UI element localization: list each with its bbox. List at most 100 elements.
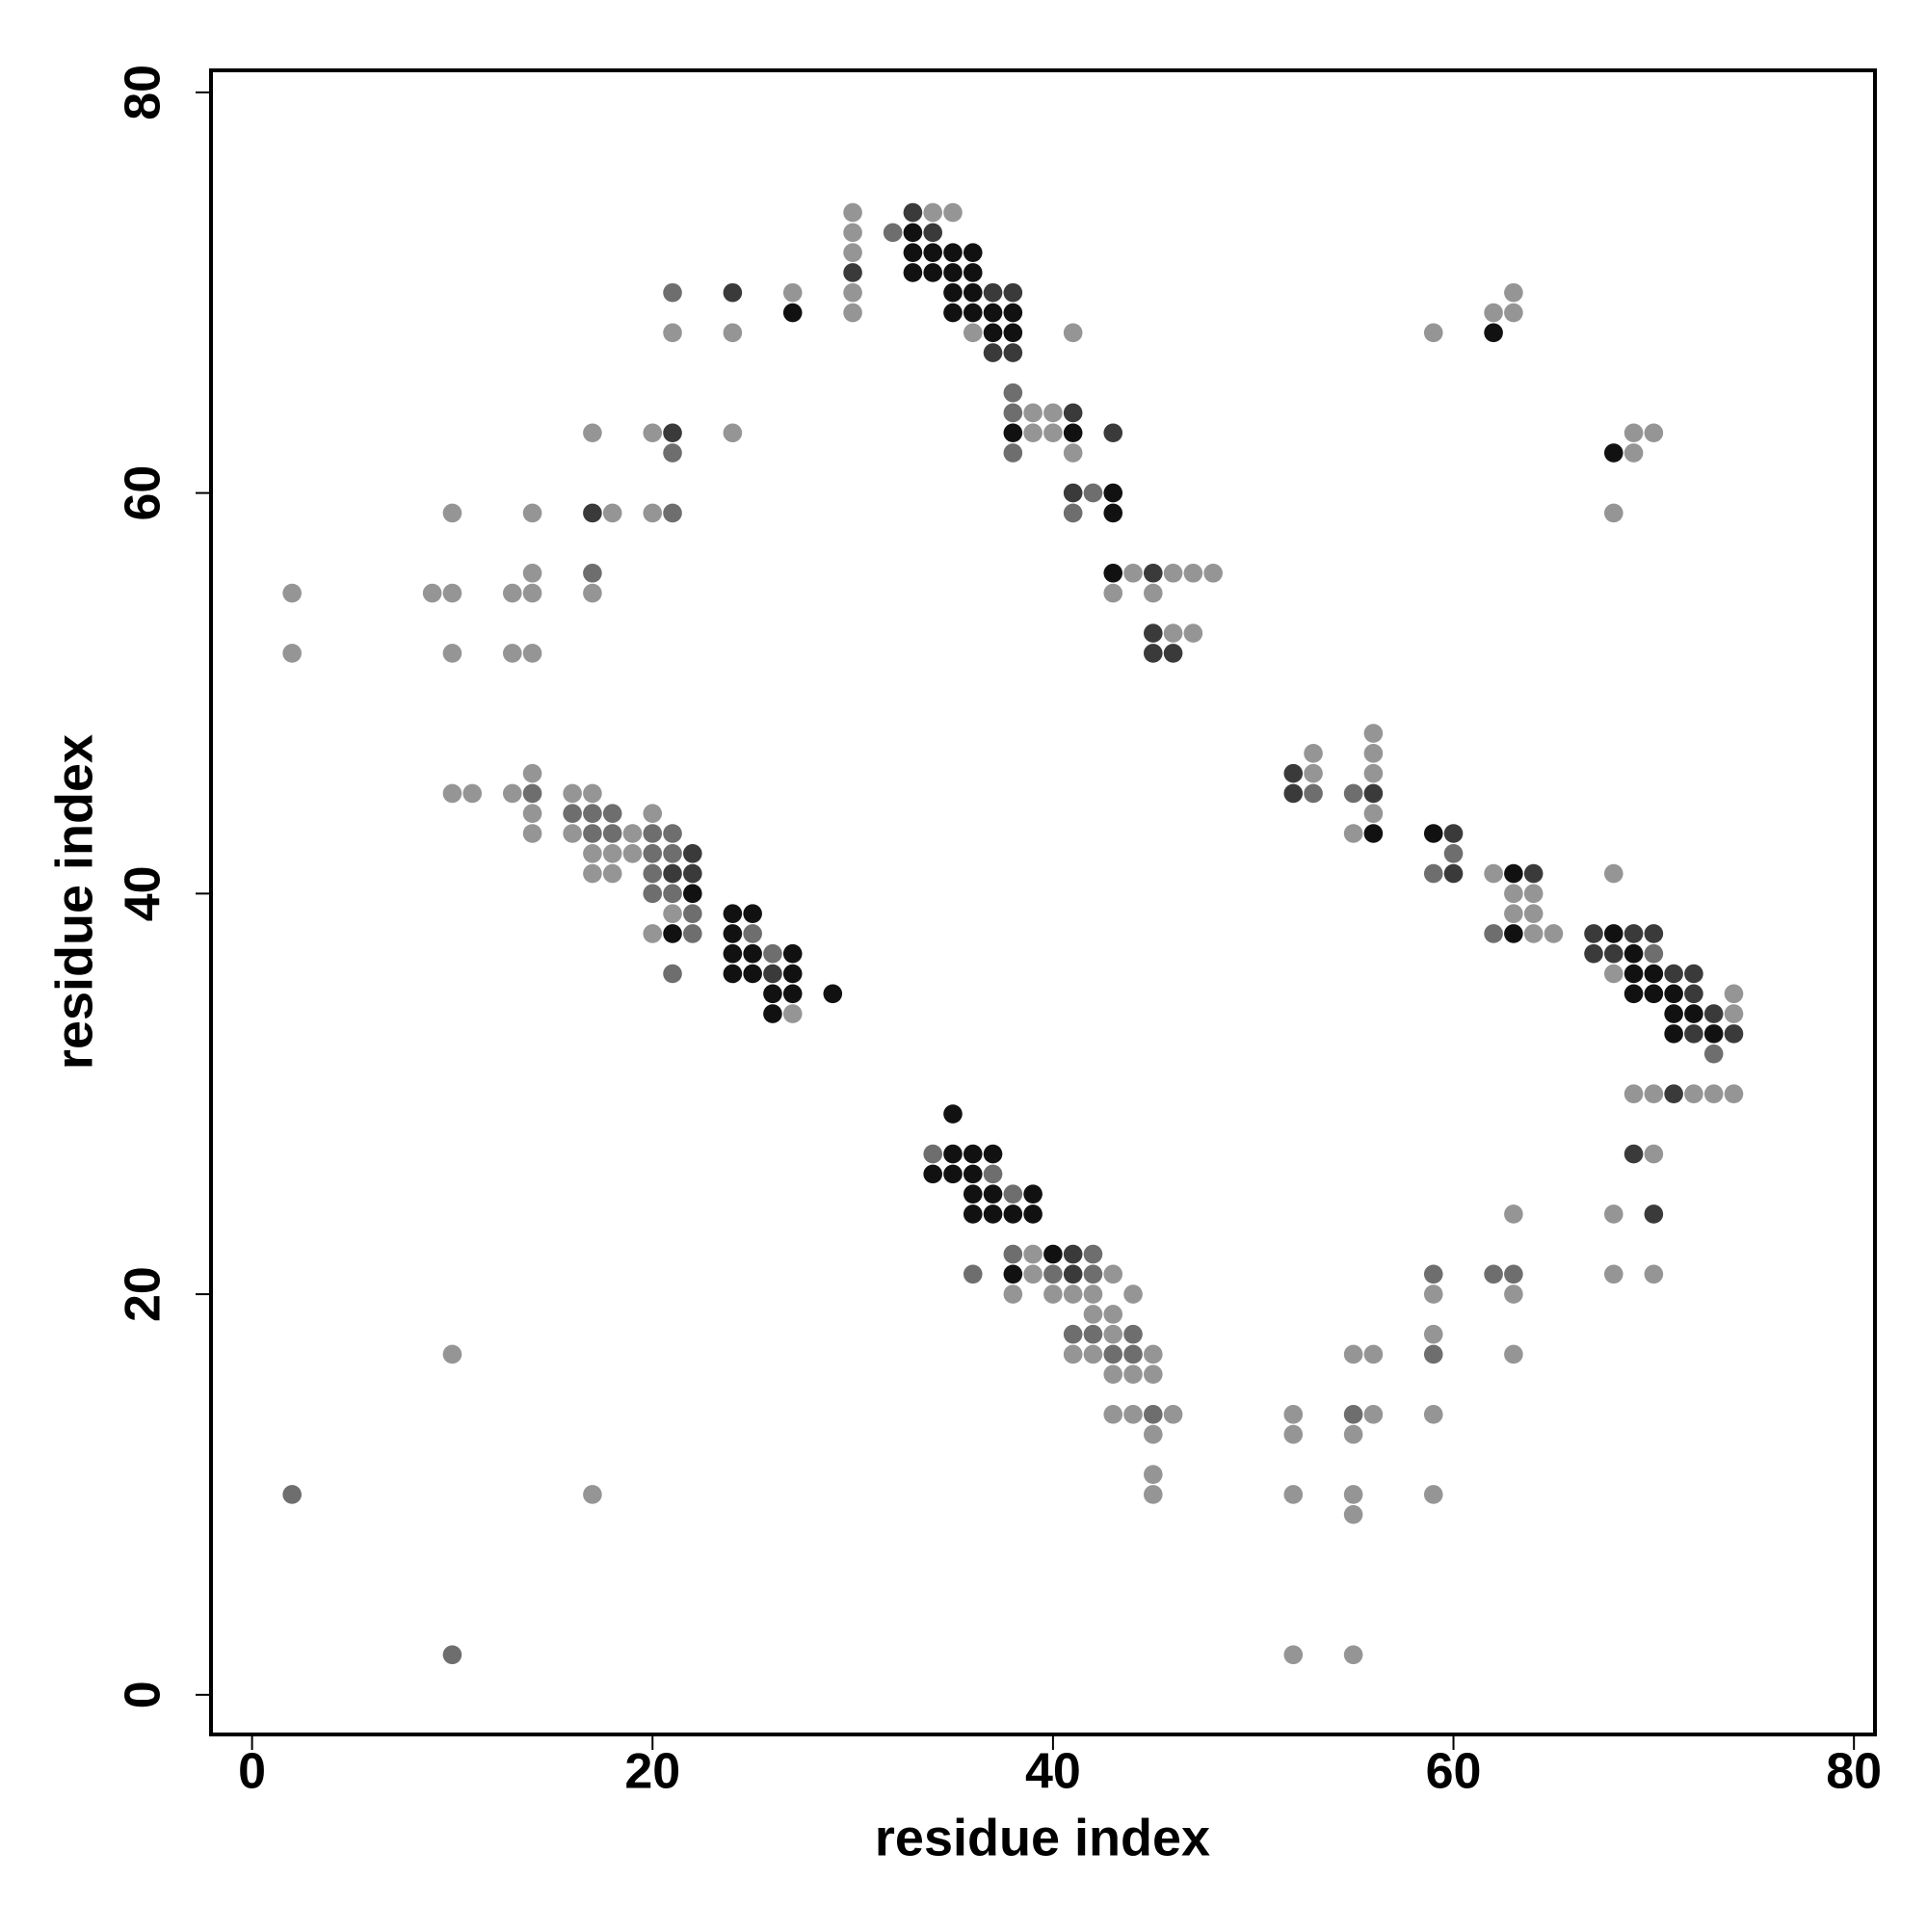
contact-point — [1283, 1645, 1304, 1665]
contact-point — [1123, 563, 1143, 583]
contact-point — [1083, 1305, 1103, 1324]
contact-point — [1103, 583, 1123, 603]
contact-point — [782, 1004, 803, 1023]
contact-point — [583, 563, 602, 583]
x-tick-label: 80 — [1826, 1744, 1882, 1800]
contact-point — [743, 904, 762, 923]
contact-point — [1144, 563, 1163, 583]
contact-point — [763, 984, 782, 1004]
contact-point — [622, 843, 643, 863]
plot-frame — [209, 68, 1877, 1736]
contact-point — [782, 282, 803, 303]
contact-point — [723, 943, 743, 964]
contact-point — [723, 904, 743, 923]
contact-point — [282, 644, 302, 663]
contact-point — [663, 884, 682, 904]
contact-point — [903, 243, 923, 262]
x-tick-label: 20 — [624, 1744, 680, 1800]
contact-point — [963, 263, 983, 282]
contact-point — [1083, 1344, 1103, 1364]
contact-point — [683, 843, 702, 863]
contact-point — [1144, 583, 1163, 603]
contact-point — [1523, 904, 1544, 923]
contact-point — [1144, 1364, 1163, 1385]
contact-point — [1724, 984, 1744, 1004]
contact-point — [763, 1004, 782, 1023]
contact-point — [663, 443, 682, 463]
contact-point — [963, 1144, 983, 1164]
contact-point — [622, 824, 643, 843]
contact-point — [943, 1104, 963, 1124]
contact-point — [583, 583, 602, 603]
contact-point — [583, 1485, 602, 1504]
contact-point — [983, 282, 1003, 303]
contact-point — [1343, 1485, 1363, 1504]
y-tick-label: 80 — [116, 65, 172, 120]
contact-point — [1023, 403, 1043, 423]
contact-point — [683, 924, 702, 943]
contact-point — [1023, 1264, 1043, 1284]
x-tick-label: 60 — [1426, 1744, 1482, 1800]
contact-point — [723, 282, 743, 303]
contact-point — [1623, 943, 1644, 964]
contact-point — [723, 423, 743, 443]
contact-point — [1703, 1004, 1724, 1023]
contact-point — [1443, 863, 1464, 884]
contact-point — [1003, 443, 1023, 463]
contact-point — [1144, 1405, 1163, 1424]
contact-point — [1603, 964, 1623, 984]
x-axis-title: residue index — [875, 1809, 1210, 1866]
contact-point — [1523, 884, 1544, 904]
contact-point — [1363, 744, 1384, 763]
contact-point — [743, 964, 762, 984]
contact-point — [983, 303, 1003, 323]
contact-point — [1023, 1204, 1043, 1224]
contact-point — [1363, 1344, 1384, 1364]
contact-point — [1043, 1264, 1063, 1284]
contact-point — [643, 804, 663, 824]
contact-point — [923, 263, 942, 282]
contact-point — [1144, 644, 1163, 663]
contact-point — [1644, 1264, 1664, 1284]
contact-point — [1123, 1324, 1143, 1344]
contact-point — [1103, 1264, 1123, 1284]
contact-point — [1063, 1284, 1083, 1304]
contact-point — [1623, 964, 1644, 984]
contact-point — [1003, 303, 1023, 323]
contact-point — [1504, 282, 1523, 303]
contact-point — [1003, 1244, 1023, 1264]
contact-point — [1484, 303, 1503, 323]
contact-point — [1003, 1184, 1023, 1204]
contact-point — [1144, 623, 1163, 643]
contact-point — [983, 1144, 1003, 1164]
contact-point — [1423, 1284, 1443, 1304]
contact-point — [1504, 1344, 1523, 1364]
contact-point — [723, 323, 743, 343]
contact-point — [943, 202, 963, 223]
contact-point — [1644, 924, 1664, 943]
contact-point — [282, 1485, 302, 1504]
contact-point — [743, 924, 762, 943]
contact-point — [442, 1645, 462, 1665]
contact-point — [1423, 323, 1443, 343]
contact-point — [943, 1144, 963, 1164]
contact-point — [1063, 1324, 1083, 1344]
contact-point — [1304, 763, 1323, 783]
contact-point — [1063, 1244, 1083, 1264]
contact-point — [1504, 924, 1523, 943]
contact-point — [983, 1204, 1003, 1224]
contact-point — [1423, 1344, 1443, 1364]
contact-point — [782, 964, 803, 984]
contact-point — [1363, 1405, 1384, 1424]
contact-point — [1343, 1405, 1363, 1424]
contact-point — [1063, 1344, 1083, 1364]
contact-point — [1724, 1024, 1744, 1044]
contact-point — [1003, 1204, 1023, 1224]
contact-point — [1363, 804, 1384, 824]
contact-point — [1603, 943, 1623, 964]
contact-point — [1043, 1244, 1063, 1264]
contact-point — [1603, 863, 1623, 884]
contact-point — [1003, 282, 1023, 303]
contact-point — [983, 1184, 1003, 1204]
